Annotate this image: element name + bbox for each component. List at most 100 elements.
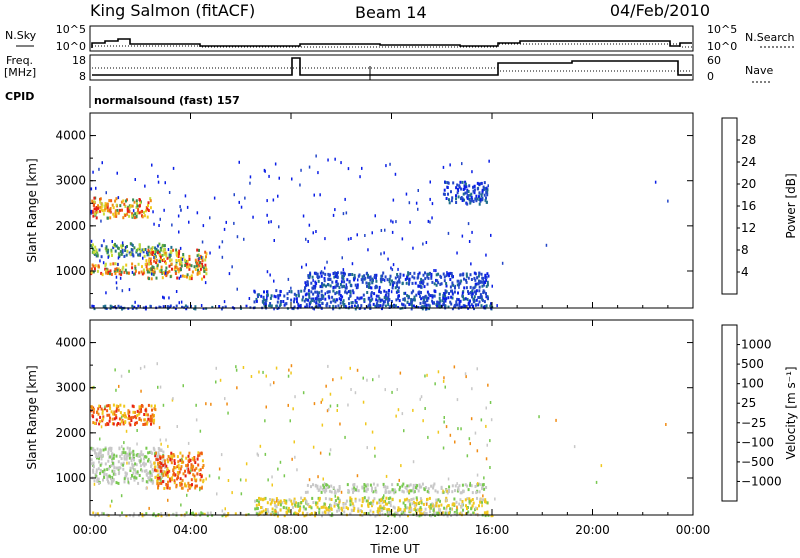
data-cell: [189, 469, 192, 473]
data-cell: [479, 296, 481, 300]
data-cell: [327, 364, 329, 368]
data-cell: [356, 474, 359, 478]
data-cell: [337, 304, 340, 307]
data-cell: [140, 418, 142, 422]
data-cell: [314, 280, 317, 284]
data-cell: [466, 191, 468, 195]
data-cell: [429, 503, 432, 507]
data-cell: [457, 427, 459, 431]
data-cell: [170, 262, 173, 266]
data-cell: [381, 512, 384, 516]
data-cell: [94, 245, 97, 249]
data-cell: [194, 461, 197, 464]
data-cell: [99, 415, 102, 419]
data-cell: [105, 245, 108, 249]
data-cell: [91, 304, 94, 308]
data-cell: [131, 253, 134, 256]
data-cell: [433, 289, 436, 293]
data-cell: [473, 184, 476, 188]
data-cell: [107, 459, 110, 463]
data-cell: [127, 411, 130, 415]
data-cell: [90, 267, 93, 271]
data-cell: [418, 292, 420, 296]
data-cell: [385, 490, 388, 494]
data-cell: [188, 267, 191, 271]
data-cell: [356, 368, 359, 372]
data-cell: [139, 252, 142, 256]
data-cell: [461, 500, 464, 503]
data-cell: [450, 190, 452, 194]
colorbar-frame: [721, 117, 738, 295]
data-cell: [91, 250, 94, 254]
data-cell: [177, 267, 180, 271]
data-cell: [201, 466, 204, 469]
data-cell: [445, 498, 448, 502]
data-cell: [172, 166, 175, 170]
data-cell: [361, 277, 364, 281]
data-cell: [479, 498, 482, 502]
data-cell: [347, 489, 350, 492]
data-cell: [461, 197, 464, 201]
data-cell: [442, 446, 445, 450]
data-cell: [485, 457, 488, 461]
data-cell: [496, 304, 498, 308]
data-cell: [329, 392, 332, 396]
data-cell: [429, 506, 432, 510]
data-cell: [156, 469, 159, 473]
data-cell: [95, 470, 98, 474]
data-cell: [121, 511, 123, 514]
data-cell: [369, 278, 372, 282]
data-cell: [165, 274, 168, 278]
data-cell: [91, 199, 94, 203]
data-cell: [432, 508, 435, 512]
data-cell: [260, 294, 263, 298]
data-cell: [349, 289, 352, 293]
data-cell: [364, 512, 367, 515]
data-cell: [485, 253, 487, 257]
data-cell: [341, 256, 343, 260]
data-cell: [140, 409, 143, 413]
data-cell: [438, 292, 441, 296]
data-cell: [403, 429, 405, 433]
data-cell: [484, 273, 487, 277]
data-cell: [334, 271, 336, 275]
data-cell: [333, 275, 336, 279]
data-cell: [117, 472, 120, 476]
data-cell: [385, 290, 388, 294]
data-cell: [320, 289, 323, 293]
data-cell: [115, 416, 118, 420]
data-cell: [415, 496, 418, 500]
data-cell: [193, 474, 196, 478]
data-cell: [340, 506, 343, 510]
data-cell: [291, 177, 293, 181]
data-cell: [454, 305, 457, 309]
data-cell: [147, 403, 150, 407]
data-cell: [90, 239, 93, 243]
data-cell: [135, 471, 138, 475]
data-cell: [280, 300, 282, 303]
data-cell: [470, 499, 473, 503]
data-cell: [453, 365, 456, 369]
data-cell: [363, 496, 366, 500]
data-cell: [154, 454, 157, 458]
data-cell: [101, 409, 104, 412]
data-cell: [180, 274, 182, 278]
data-cell: [329, 448, 332, 452]
data-cell: [119, 250, 122, 254]
data-cell: [176, 471, 179, 474]
data-cell: [142, 423, 145, 426]
data-cell: [167, 480, 169, 484]
data-cell: [259, 511, 262, 515]
data-cell: [120, 452, 123, 456]
data-cell: [375, 284, 378, 288]
data-cell: [124, 214, 127, 217]
data-cell: [334, 292, 337, 296]
data-cell: [92, 305, 95, 308]
data-cell: [486, 501, 489, 505]
data-cell: [115, 203, 118, 207]
data-cell: [460, 279, 463, 283]
data-cell: [136, 202, 138, 206]
data-cell: [111, 452, 114, 456]
data-cell: [193, 307, 196, 310]
data-cell: [174, 473, 177, 477]
